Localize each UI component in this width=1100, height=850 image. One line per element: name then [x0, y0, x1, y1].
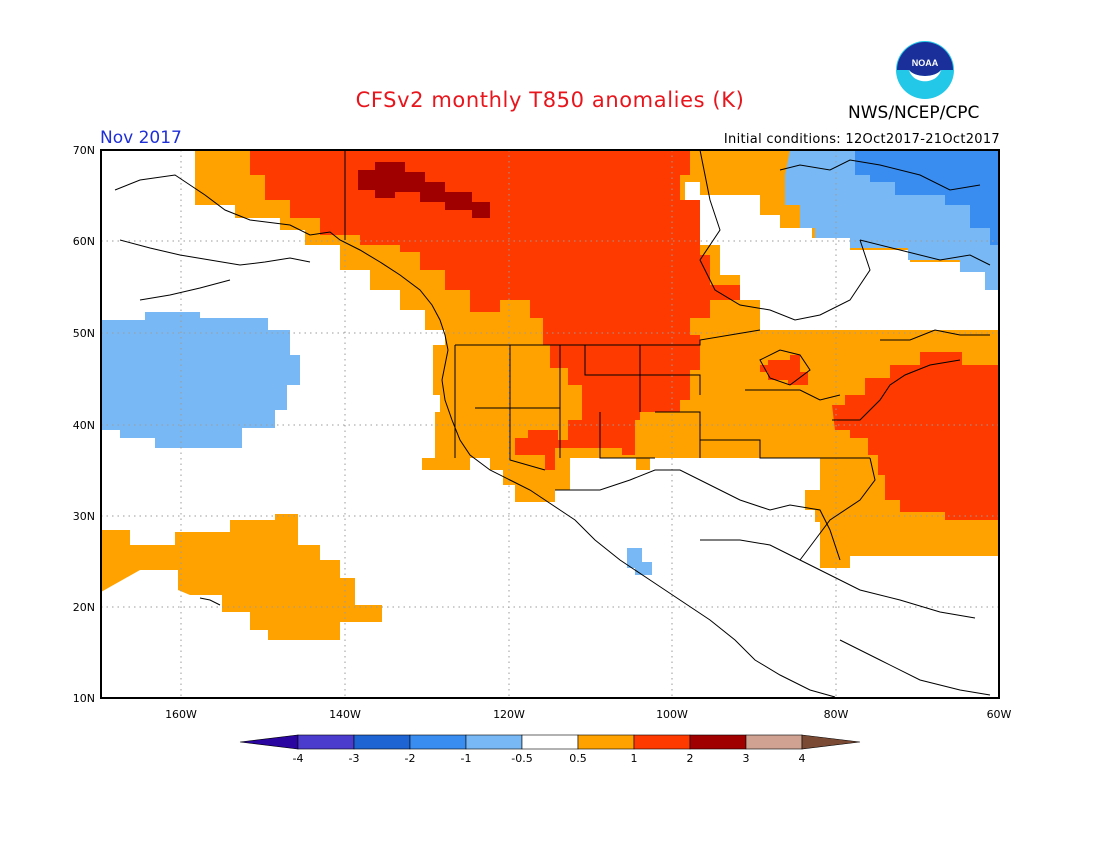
initial-conditions: Initial conditions: 12Oct2017-21Oct2017 [723, 132, 1000, 147]
lon-axis: 160W 140W 120W 100W 80W 60W [165, 708, 1011, 721]
colorbar-arrow-low [239, 734, 299, 750]
colorbar-swatch [521, 734, 579, 750]
colorbar-arrow-high [801, 734, 861, 750]
lat-label: 10N [73, 692, 95, 705]
map-frame [100, 149, 1000, 699]
colorbar-swatch [353, 734, 411, 750]
noaa-logo-icon: NOAA [896, 41, 954, 99]
graticule [101, 150, 999, 698]
lon-label: 120W [493, 708, 525, 721]
colorbar-swatch [633, 734, 691, 750]
anomaly-fill-layer [101, 150, 999, 640]
lat-label: 60N [73, 235, 95, 248]
lon-label: 160W [165, 708, 197, 721]
lat-axis: 70N 60N 50N 40N 30N 20N 10N [73, 144, 95, 705]
colorbar-label: -3 [349, 752, 360, 765]
forecast-period: Nov 2017 [100, 128, 182, 148]
lat-label: 20N [73, 601, 95, 614]
colorbar-label: -4 [293, 752, 304, 765]
colorbar-swatch [297, 734, 355, 750]
colorbar: -4 -3 -2 -1 -0.5 0.5 1 2 3 4 [239, 734, 861, 765]
colorbar-label: -2 [405, 752, 416, 765]
colorbar-label: 2 [687, 752, 694, 765]
colorbar-label: -1 [461, 752, 472, 765]
lat-label: 30N [73, 510, 95, 523]
coastlines [114, 149, 991, 698]
lat-label: 40N [73, 419, 95, 432]
colorbar-label: 3 [743, 752, 750, 765]
colorbar-label: 0.5 [569, 752, 587, 765]
agency-label: NWS/NCEP/CPC [848, 103, 980, 123]
colorbar-label: 1 [631, 752, 638, 765]
colorbar-label: -0.5 [511, 752, 532, 765]
colorbar-swatch [745, 734, 803, 750]
noaa-logo-text: NOAA [912, 58, 939, 68]
lat-label: 70N [73, 144, 95, 157]
colorbar-swatch [577, 734, 635, 750]
colorbar-label: 4 [799, 752, 806, 765]
lon-label: 80W [824, 708, 849, 721]
colorbar-swatch [409, 734, 467, 750]
lon-label: 60W [987, 708, 1012, 721]
colorbar-swatch [689, 734, 747, 750]
map-title: CFSv2 monthly T850 anomalies (K) [355, 88, 745, 112]
lon-label: 100W [656, 708, 688, 721]
lon-label: 140W [329, 708, 361, 721]
colorbar-swatch [465, 734, 523, 750]
lat-label: 50N [73, 327, 95, 340]
